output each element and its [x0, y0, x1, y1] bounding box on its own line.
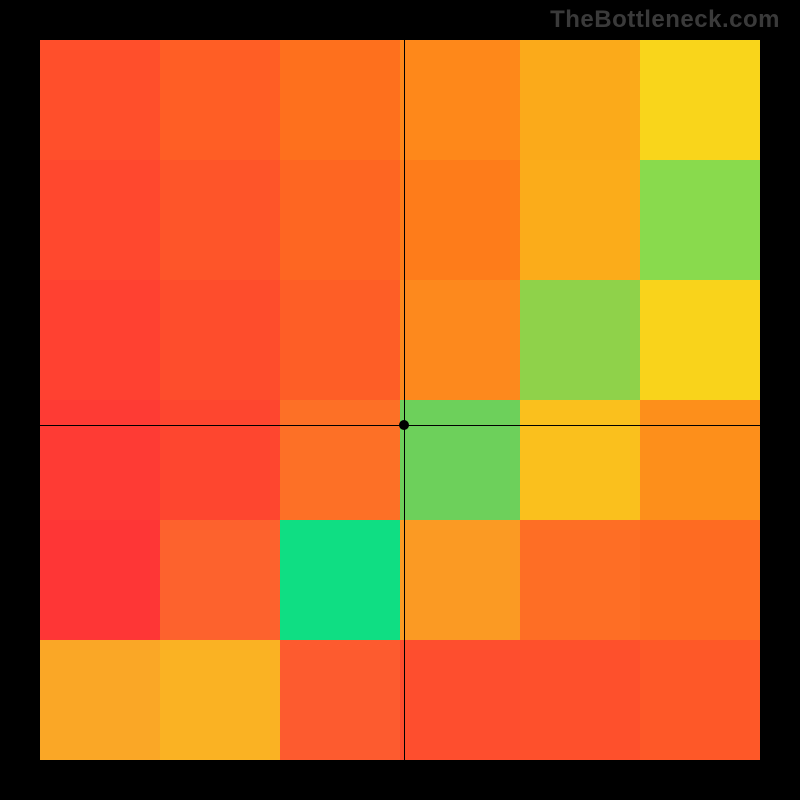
heatmap-canvas: [40, 40, 760, 760]
crosshair-vertical: [404, 40, 405, 760]
plot-area: [40, 40, 760, 760]
watermark-text: TheBottleneck.com: [550, 6, 780, 34]
crosshair-marker: [399, 420, 409, 430]
chart-container: TheBottleneck.com: [0, 0, 800, 800]
